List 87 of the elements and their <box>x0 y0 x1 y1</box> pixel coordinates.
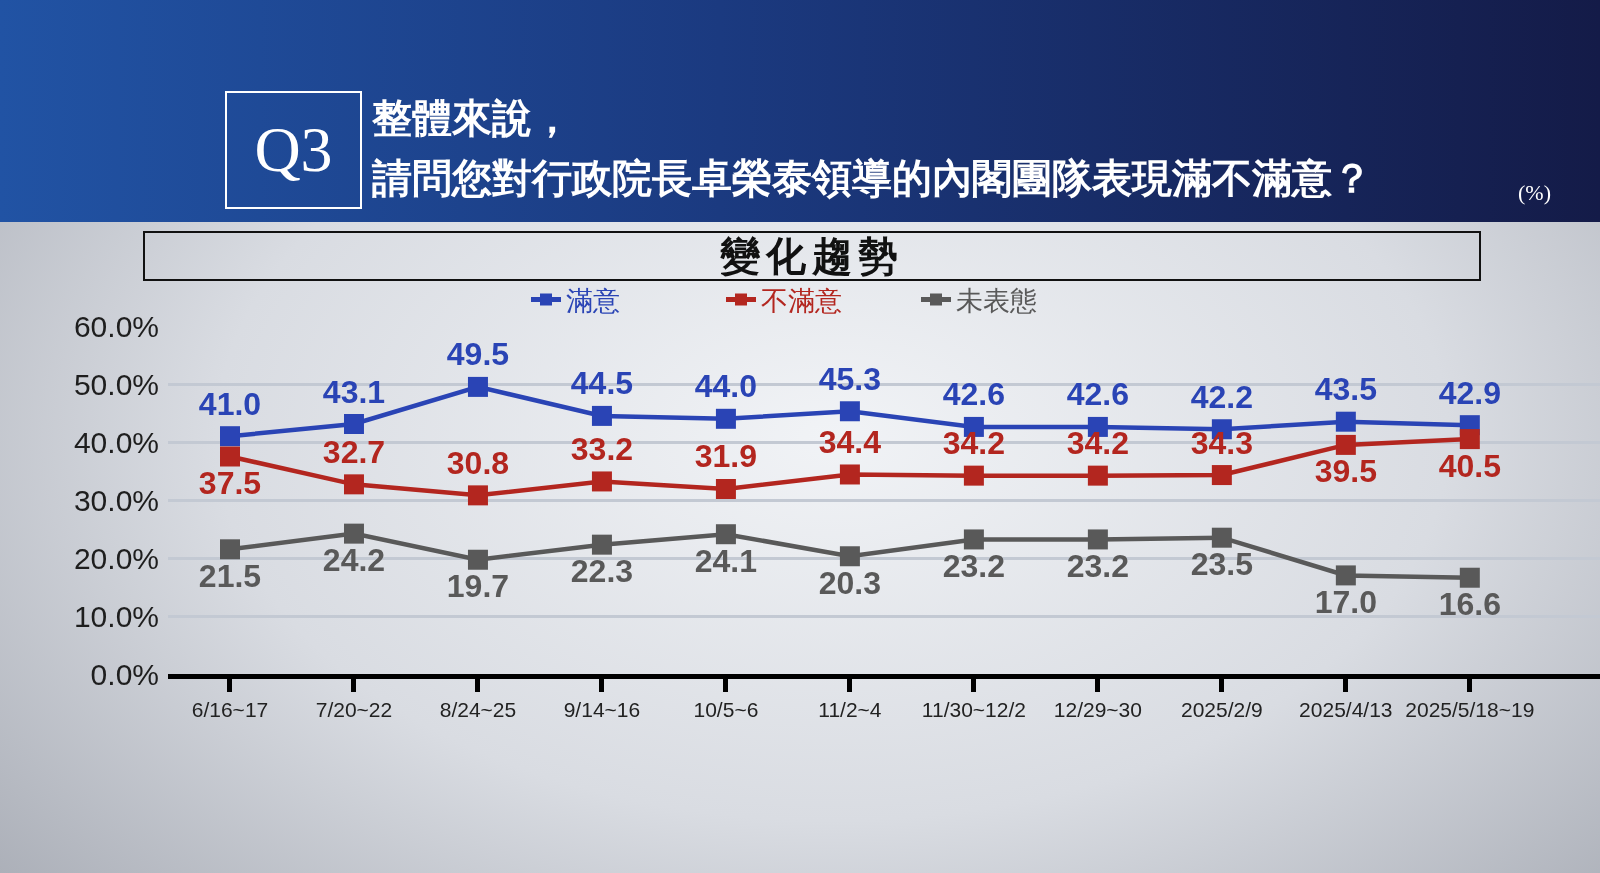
y-tick-label: 50.0% <box>73 367 159 401</box>
data-label: 34.2 <box>1066 425 1130 462</box>
point <box>839 464 860 485</box>
data-label: 39.5 <box>1314 453 1377 490</box>
x-tick-label: 2025/2/9 <box>1180 698 1263 722</box>
data-label: 32.7 <box>322 433 386 470</box>
data-label: 19.7 <box>446 568 510 605</box>
point <box>1459 567 1480 588</box>
y-tick-label: 0.0% <box>90 657 159 691</box>
point <box>591 405 612 426</box>
point <box>467 549 488 570</box>
point <box>343 414 364 435</box>
data-label: 23.5 <box>1190 546 1253 583</box>
y-tick-label: 30.0% <box>73 483 159 517</box>
x-tick-label: 12/29~30 <box>1053 698 1142 722</box>
chart-title: 整體來說，請問您對行政院長卓榮泰領導的內閣團隊表現滿不滿意？ <box>372 93 1372 203</box>
point <box>467 485 488 506</box>
data-label: 20.3 <box>818 564 882 601</box>
data-label: 34.4 <box>818 423 882 460</box>
y-tick-label: 10.0% <box>73 599 159 633</box>
point <box>1087 465 1108 486</box>
data-label: 21.5 <box>198 557 262 594</box>
data-label: 43.1 <box>322 373 386 410</box>
legend-label: 未表態 <box>956 284 1037 316</box>
data-label: 23.2 <box>1066 547 1130 584</box>
data-label: 34.3 <box>1190 424 1253 461</box>
data-label: 40.5 <box>1438 447 1501 484</box>
legend-label: 不滿意 <box>761 284 842 316</box>
data-label: 22.3 <box>570 553 634 590</box>
text: (%) <box>1518 180 1551 206</box>
point <box>467 376 488 397</box>
point <box>1335 565 1356 586</box>
data-label: 42.9 <box>1438 374 1501 411</box>
point <box>591 471 612 492</box>
point <box>839 401 860 422</box>
x-tick-label: 9/14~16 <box>563 698 641 722</box>
data-label: 42.6 <box>942 376 1006 413</box>
point <box>591 534 612 555</box>
x-tick-label: 6/16~17 <box>191 698 269 722</box>
data-label: 17.0 <box>1314 583 1377 620</box>
data-label: 33.2 <box>570 430 634 467</box>
point <box>963 465 984 486</box>
point <box>1211 465 1232 486</box>
point <box>1087 529 1108 550</box>
data-label: 42.2 <box>1190 378 1253 415</box>
data-label: 37.5 <box>198 465 262 501</box>
data-label: 43.5 <box>1314 371 1377 408</box>
point <box>963 529 984 550</box>
text: Q3 <box>225 91 362 209</box>
point <box>1335 434 1356 455</box>
data-label: 24.1 <box>694 542 758 579</box>
data-label: 42.6 <box>1066 376 1130 413</box>
data-label: 23.2 <box>942 547 1006 584</box>
x-tick-label: 7/20~22 <box>315 698 393 722</box>
x-tick-label: 2025/5/18~19 <box>1405 698 1535 722</box>
legend-label: 滿意 <box>566 284 620 316</box>
data-label: 30.8 <box>446 444 510 481</box>
y-tick-label: 20.0% <box>73 541 159 575</box>
point <box>219 446 240 467</box>
y-tick-label: 60.0% <box>73 309 159 343</box>
data-label: 31.9 <box>694 438 758 475</box>
data-label: 44.5 <box>570 365 634 402</box>
data-label: 34.2 <box>942 425 1006 462</box>
point <box>839 546 860 567</box>
data-label: 44.0 <box>694 368 758 405</box>
point <box>1211 527 1232 548</box>
point <box>1335 411 1356 432</box>
point <box>715 524 736 545</box>
point <box>219 539 240 560</box>
data-label: 45.3 <box>818 360 882 397</box>
x-tick-label: 11/2~4 <box>818 698 882 722</box>
point <box>343 523 364 544</box>
data-label: 49.5 <box>446 336 510 373</box>
data-label: 24.2 <box>322 542 386 579</box>
data-label: 41.0 <box>198 385 262 422</box>
point <box>1459 429 1480 450</box>
x-tick-label: 10/5~6 <box>693 698 759 722</box>
point <box>219 426 240 447</box>
data-label: 16.6 <box>1438 586 1501 623</box>
x-tick-label: 8/24~25 <box>439 698 517 722</box>
point <box>715 408 736 429</box>
x-tick-label: 2025/4/13 <box>1299 698 1393 722</box>
point <box>715 478 736 499</box>
y-tick-label: 40.0% <box>73 425 159 459</box>
x-tick-label: 11/30~12/2 <box>921 698 1026 722</box>
point <box>343 474 364 495</box>
chart-subtitle: 變化趨勢 <box>143 231 1481 281</box>
